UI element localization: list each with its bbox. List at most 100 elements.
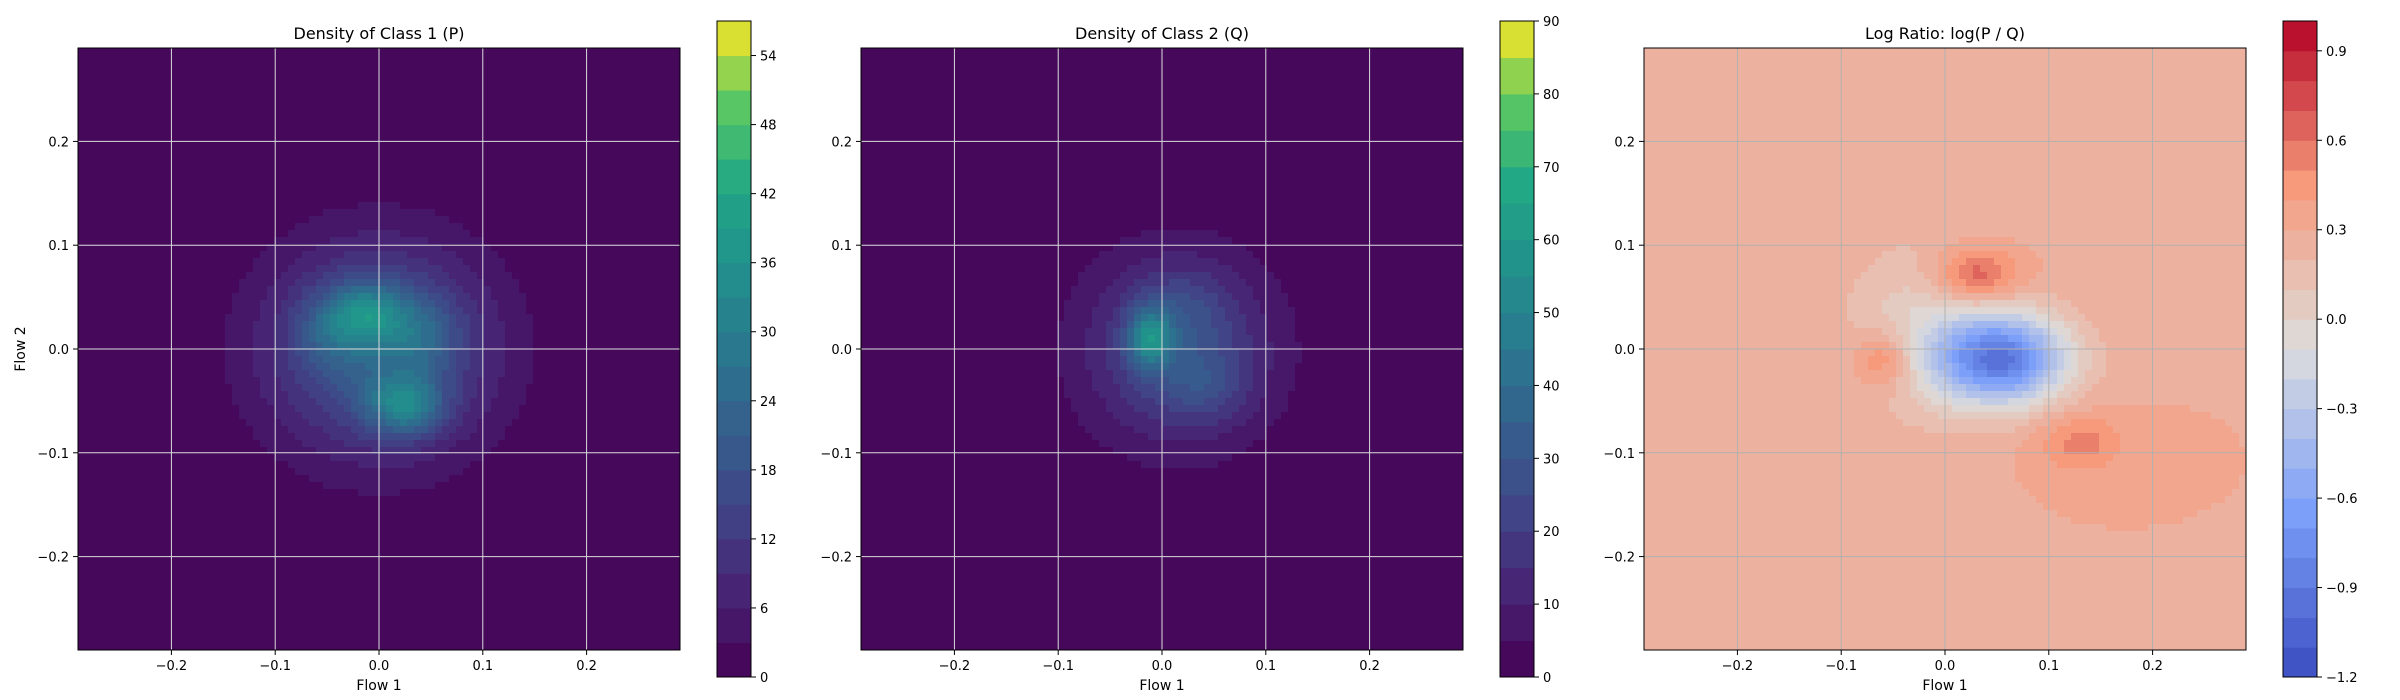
heatmap-cell [435,566,443,574]
heatmap-cell [435,552,443,560]
heatmap-cell [400,251,408,259]
heatmap-cell [246,622,254,630]
heatmap-cell [372,244,380,252]
heatmap-cell [218,615,226,623]
heatmap-cell [372,503,380,511]
heatmap-cell [225,181,233,189]
heatmap-cell [281,293,289,301]
heatmap-cell [218,349,226,357]
heatmap-cell [449,69,457,77]
heatmap-cell [127,230,135,238]
heatmap-cell [344,258,352,266]
heatmap-cell [358,48,366,56]
heatmap-cell [85,223,93,231]
heatmap-cell [288,69,296,77]
heatmap-cell [113,293,121,301]
heatmap-cell [274,356,282,364]
heatmap-cell [281,482,289,490]
heatmap-cell [281,363,289,371]
heatmap-cell [407,594,415,602]
heatmap-cell [190,496,198,504]
heatmap-cell [239,160,247,168]
heatmap-cell [239,433,247,441]
heatmap-cell [134,398,142,406]
heatmap-cell [162,384,170,392]
heatmap-cell [470,559,478,567]
heatmap-cell [162,405,170,413]
heatmap-cell [141,636,149,644]
heatmap-cell [218,552,226,560]
heatmap-cell [428,307,436,315]
heatmap-cell [260,111,268,119]
heatmap-cell [323,398,331,406]
heatmap-cell [414,272,422,280]
heatmap-cell [393,132,401,140]
heatmap-cell [183,104,191,112]
heatmap-cell [351,384,359,392]
heatmap-cell [449,48,457,56]
heatmap-cell [183,496,191,504]
heatmap-cell [78,384,86,392]
heatmap-cell [400,83,408,91]
heatmap-cell [127,405,135,413]
heatmap-cell [260,174,268,182]
heatmap-cell [449,419,457,427]
heatmap-cell [267,433,275,441]
heatmap-cell [85,132,93,140]
heatmap-cell [351,615,359,623]
heatmap-cell [435,139,443,147]
heatmap-cell [358,496,366,504]
heatmap-cell [428,552,436,560]
heatmap-cell [330,636,338,644]
heatmap-cell [309,286,317,294]
heatmap-cell [316,454,324,462]
heatmap-cell [428,286,436,294]
heatmap-cell [127,55,135,63]
heatmap-cell [372,188,380,196]
heatmap-cell [463,118,471,126]
heatmap-cell [302,279,310,287]
heatmap-cell [120,48,128,56]
heatmap-cell [106,55,114,63]
heatmap-cell [232,615,240,623]
heatmap-cell [330,83,338,91]
heatmap-cell [323,111,331,119]
heatmap-cell [400,76,408,84]
heatmap-cell [470,104,478,112]
heatmap-cell [372,426,380,434]
heatmap-cell [295,195,303,203]
heatmap-cell [232,251,240,259]
heatmap-cell [162,83,170,91]
heatmap-cell [407,160,415,168]
heatmap-cell [449,321,457,329]
heatmap-cell [162,552,170,560]
heatmap-cell [309,307,317,315]
heatmap-cell [78,216,86,224]
heatmap-cell [190,643,198,650]
heatmap-cell [246,601,254,609]
heatmap-cell [428,475,436,483]
heatmap-cell [288,111,296,119]
heatmap-cell [78,545,86,553]
heatmap-cell [435,90,443,98]
heatmap-cell [211,440,219,448]
heatmap-cell [267,615,275,623]
heatmap-cell [372,272,380,280]
heatmap-cell [218,545,226,553]
heatmap-cell [113,559,121,567]
heatmap-cell [358,174,366,182]
heatmap-cell [127,545,135,553]
heatmap-cell [386,104,394,112]
heatmap-cell [190,97,198,105]
heatmap-cell [267,517,275,525]
heatmap-cell [260,97,268,105]
heatmap-cell [463,314,471,322]
heatmap-cell [323,167,331,175]
heatmap-cell [477,125,485,133]
heatmap-cell [274,90,282,98]
heatmap-cell [106,419,114,427]
heatmap-cell [351,286,359,294]
heatmap-cell [442,328,450,336]
heatmap-cell [232,510,240,518]
heatmap-cell [225,587,233,595]
